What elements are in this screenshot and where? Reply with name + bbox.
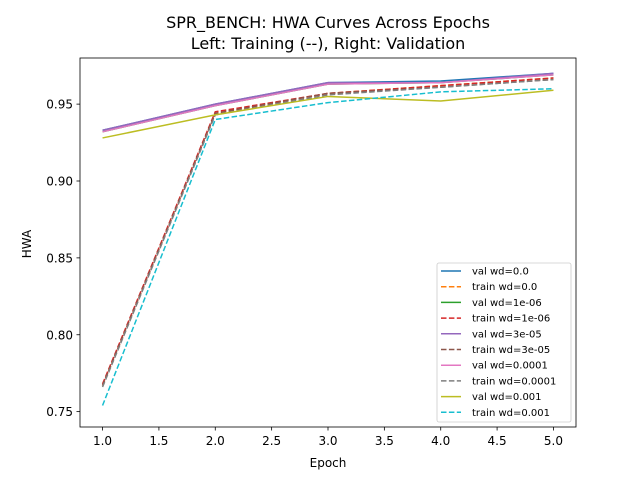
legend-label-3: train wd=1e-06	[472, 314, 550, 325]
x-tick-label-6: 4.0	[431, 434, 450, 448]
plot-area	[101, 72, 554, 406]
x-tick-label-5: 3.5	[375, 434, 394, 448]
legend-label-4: val wd=3e-05	[472, 329, 542, 340]
x-tick-label-3: 2.5	[262, 434, 281, 448]
y-tick-label-0: 0.75	[46, 405, 73, 419]
legend-label-9: train wd=0.001	[472, 408, 550, 419]
legend-label-8: val wd=0.001	[472, 392, 542, 403]
x-tick-label-8: 5.0	[544, 434, 563, 448]
legend: val wd=0.0 train wd=0.0 val wd=1e-06 train …	[436, 262, 572, 423]
x-tick-label-7: 4.5	[488, 434, 507, 448]
series-line-6	[102, 74, 554, 133]
x-tick-label-2: 2.0	[206, 434, 225, 448]
y-tick-label-2: 0.85	[46, 251, 73, 265]
y-tick-label-4: 0.95	[46, 98, 73, 112]
legend-label-2: val wd=1e-06	[472, 298, 542, 309]
series-line-4	[102, 72, 554, 131]
y-tick-label-1: 0.80	[46, 328, 73, 342]
legend-label-5: train wd=3e-05	[472, 345, 550, 356]
legend-label-0: val wd=0.0	[472, 267, 529, 278]
x-tick-label-0: 1.0	[93, 434, 112, 448]
y-tick-label-3: 0.90	[46, 175, 73, 189]
x-tick-label-4: 3.0	[318, 434, 337, 448]
legend-label-7: train wd=0.0001	[472, 376, 556, 387]
x-tick-label-1: 1.5	[149, 434, 168, 448]
legend-label-6: val wd=0.0001	[472, 361, 548, 372]
legend-label-1: train wd=0.0	[472, 282, 537, 293]
axes: 1.0 1.5 2.0 2.5 3.0 3.5 4.0 4.5 5.0 0.75 0.80 0.85 0…	[46, 57, 577, 448]
y-axis-label: HWA	[20, 229, 34, 258]
chart-subtitle: Left: Training (--), Right: Validation	[191, 34, 466, 53]
x-axis-label: Epoch	[310, 456, 347, 470]
chart-title: SPR_BENCH: HWA Curves Across Epochs	[166, 13, 490, 33]
series-line-8	[102, 89, 554, 139]
legend-box	[436, 262, 572, 423]
series-line-9	[101, 88, 554, 406]
